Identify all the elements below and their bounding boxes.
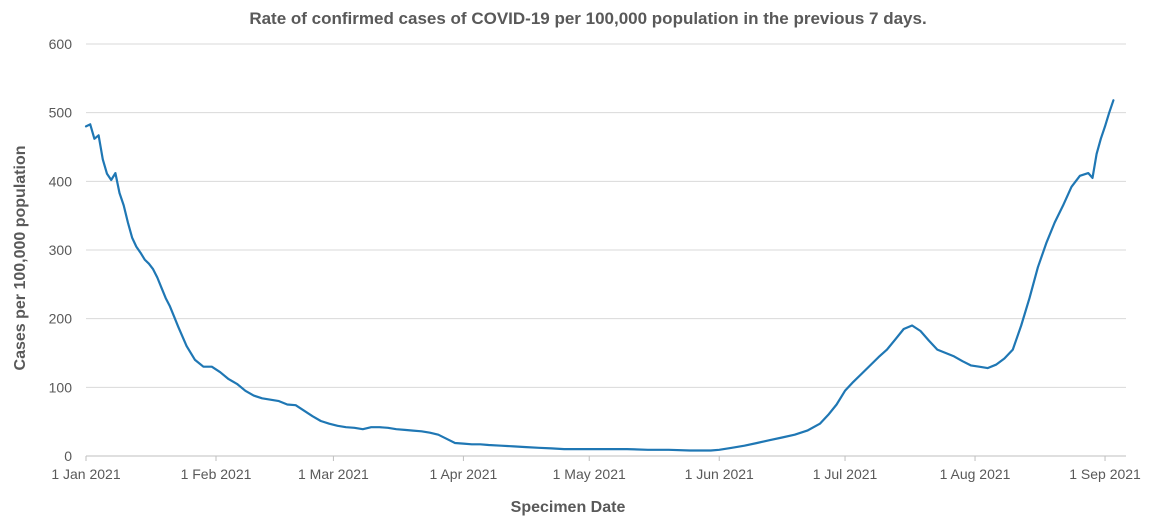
y-tick-label: 0 bbox=[64, 448, 72, 464]
gridlines bbox=[86, 43, 1126, 388]
x-tick-label: 1 Jan 2021 bbox=[51, 466, 120, 482]
series-line bbox=[84, 99, 1115, 452]
x-tick-label: 1 May 2021 bbox=[553, 466, 626, 482]
x-tick-label: 1 Feb 2021 bbox=[181, 466, 252, 482]
chart-title: Rate of confirmed cases of COVID-19 per … bbox=[249, 9, 926, 28]
y-tick-label: 600 bbox=[49, 36, 73, 52]
y-tick-label: 100 bbox=[49, 379, 73, 395]
x-tick-label: 1 Sep 2021 bbox=[1069, 466, 1141, 482]
y-tick-label: 300 bbox=[49, 242, 73, 258]
x-tick-label: 1 Apr 2021 bbox=[430, 466, 498, 482]
x-tick-label: 1 Mar 2021 bbox=[298, 466, 369, 482]
y-tick-labels: 0 100 200 300 400 500 600 bbox=[49, 36, 73, 464]
x-tick-labels: 1 Jan 2021 1 Feb 2021 1 Mar 2021 1 Apr 2021… bbox=[51, 456, 1141, 482]
y-axis-title: Cases per 100,000 population bbox=[12, 146, 29, 371]
y-tick-label: 200 bbox=[49, 311, 73, 327]
x-axis-title: Specimen Date bbox=[511, 499, 626, 516]
x-tick-label: 1 Jun 2021 bbox=[685, 466, 754, 482]
y-tick-label: 400 bbox=[49, 173, 73, 189]
x-tick-label: 1 Jul 2021 bbox=[813, 466, 878, 482]
y-tick-label: 500 bbox=[49, 105, 73, 121]
x-tick-label: 1 Aug 2021 bbox=[940, 466, 1011, 482]
